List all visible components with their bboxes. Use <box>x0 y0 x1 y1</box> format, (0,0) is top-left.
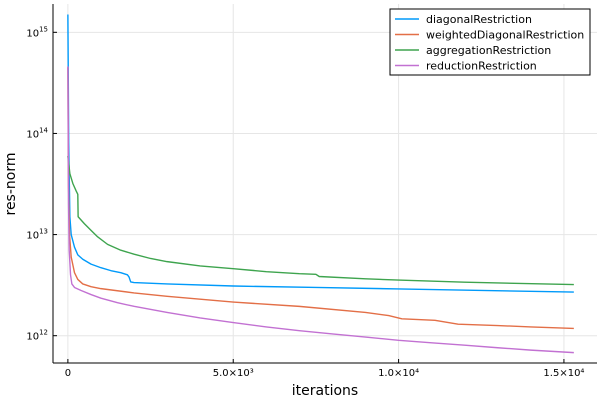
y-tick-label: 1013 <box>26 228 48 242</box>
x-tick-label: 1.0×10⁴ <box>378 368 419 379</box>
y-tick-exponent: 13 <box>39 228 48 236</box>
y-tick-base: 10 <box>26 231 39 242</box>
x-axis-label: iterations <box>292 383 358 399</box>
y-tick-label: 1014 <box>26 126 48 140</box>
legend-box <box>389 8 591 76</box>
series-line-diagonalRestriction <box>67 14 574 293</box>
series-line-reductionRestriction <box>67 66 574 354</box>
axes <box>52 4 597 364</box>
legend-entry: weightedDiagonalRestriction <box>426 29 584 42</box>
legend: diagonalRestriction weightedDiagonalRestr… <box>389 8 591 76</box>
x-tick-label: 1.5×10⁴ <box>543 368 584 379</box>
legend-entry: diagonalRestriction <box>426 13 532 26</box>
x-tick-label: 5.0×10³ <box>213 368 254 379</box>
y-tick-label: 1012 <box>26 329 48 343</box>
legend-entry: reductionRestriction <box>426 60 537 73</box>
y-tick-exponent: 14 <box>39 126 48 134</box>
y-tick-base: 10 <box>26 28 39 39</box>
y-tick-exponent: 12 <box>39 329 48 337</box>
series-lines <box>67 14 574 354</box>
y-tick-base: 10 <box>26 332 39 343</box>
x-tick-label: 0 <box>65 368 71 379</box>
y-axis-label: res-norm <box>3 153 19 216</box>
y-tick-label: 1015 <box>26 25 48 39</box>
series-line-aggregationRestriction <box>67 155 574 286</box>
legend-entry: aggregationRestriction <box>426 44 551 57</box>
y-tick-exponent: 15 <box>39 25 48 33</box>
y-tick-base: 10 <box>26 129 39 140</box>
series-line-weightedDiagonalRestriction <box>67 67 574 330</box>
